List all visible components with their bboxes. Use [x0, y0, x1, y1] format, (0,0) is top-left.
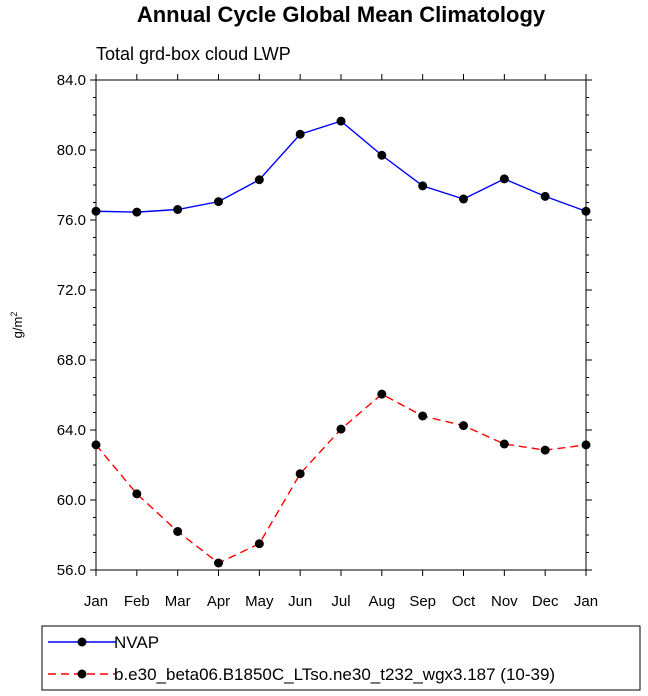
x-tick-label: Mar [165, 593, 191, 610]
series-1-point [377, 150, 387, 160]
y-tick-label: 84.0 [57, 72, 86, 89]
y-tick-label: 68.0 [57, 352, 86, 369]
x-tick-label: Apr [207, 593, 230, 610]
series-2-point [214, 558, 223, 568]
y-tick-label: 60.0 [57, 492, 86, 509]
series-line-1 [95, 120, 587, 213]
series-1-point [540, 191, 550, 201]
x-tick-label: Sep [409, 593, 436, 610]
y-tick-label: 64.0 [57, 422, 86, 439]
x-tick-label: Jun [288, 593, 312, 610]
series-layer [91, 116, 591, 568]
x-tick-label: Jan [574, 593, 598, 610]
legend-label-2: b.e30_beta06.B1850C_LTso.ne30_t232_wgx3.… [114, 665, 555, 684]
series-1-point [499, 174, 509, 184]
series-1-point [336, 116, 346, 126]
series-1-point [214, 197, 223, 207]
series-line-2 [95, 393, 587, 564]
legend-label-1: NVAP [114, 633, 159, 652]
series-1-point [295, 129, 305, 139]
series-2-point [418, 411, 428, 421]
y-axis-label-text: g/m [10, 317, 25, 339]
series-1-point [459, 194, 468, 204]
legend: NVAP b.e30_beta06.B1850C_LTso.ne30_t232_w… [41, 625, 641, 691]
series-2-point [499, 439, 509, 449]
x-tick-label: Dec [532, 593, 559, 610]
y-axis-label: g/m2 [9, 312, 25, 339]
legend-box [41, 625, 641, 691]
legend-marker-1 [77, 637, 87, 647]
x-tick-label: May [245, 593, 274, 610]
series-2-point [540, 445, 550, 455]
x-tick-label: Nov [491, 593, 518, 610]
series-2-point [336, 424, 346, 434]
series-2-point [459, 421, 468, 431]
series-2-point [132, 489, 142, 499]
y-axis: 56.0 60.0 64.0 68.0 72.0 76.0 80.0 84.0 [57, 72, 592, 579]
series-2-point [254, 539, 264, 549]
legend-marker-2 [77, 669, 87, 679]
chart-subtitle: Total grd-box cloud LWP [96, 44, 291, 64]
series-1-point [132, 207, 142, 217]
series-1-point [418, 181, 428, 191]
series-1-point [254, 175, 264, 185]
x-axis: Jan Feb Mar Apr May Jun Jul Aug Sep Oct Nov Dec Jan [84, 74, 598, 610]
x-tick-label: Oct [452, 593, 476, 610]
y-axis-label-superscript: 2 [9, 312, 19, 317]
y-tick-label: 56.0 [57, 562, 86, 579]
y-tick-label: 76.0 [57, 212, 86, 229]
x-tick-label: Aug [368, 593, 395, 610]
y-tick-label: 80.0 [57, 142, 86, 159]
series-2-point [377, 389, 387, 399]
x-tick-label: Jul [331, 593, 350, 610]
x-tick-label: Jan [84, 593, 108, 610]
series-1-point [173, 205, 183, 214]
y-tick-label: 72.0 [57, 282, 86, 299]
chart-title: Annual Cycle Global Mean Climatology [137, 2, 546, 27]
series-2-point [295, 469, 305, 479]
x-tick-label: Feb [124, 593, 150, 610]
series-2-point [173, 527, 183, 536]
plot-frame [95, 79, 587, 571]
